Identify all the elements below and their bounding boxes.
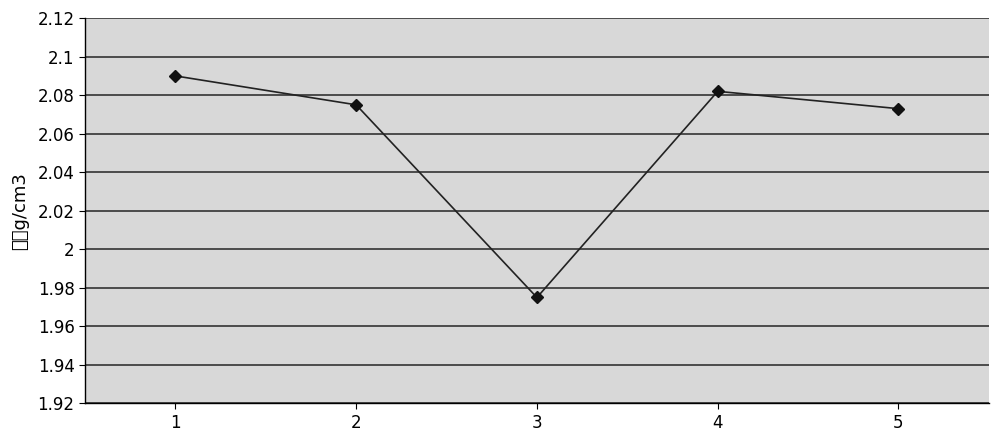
- Y-axis label: 密度g/cm3: 密度g/cm3: [11, 172, 29, 250]
